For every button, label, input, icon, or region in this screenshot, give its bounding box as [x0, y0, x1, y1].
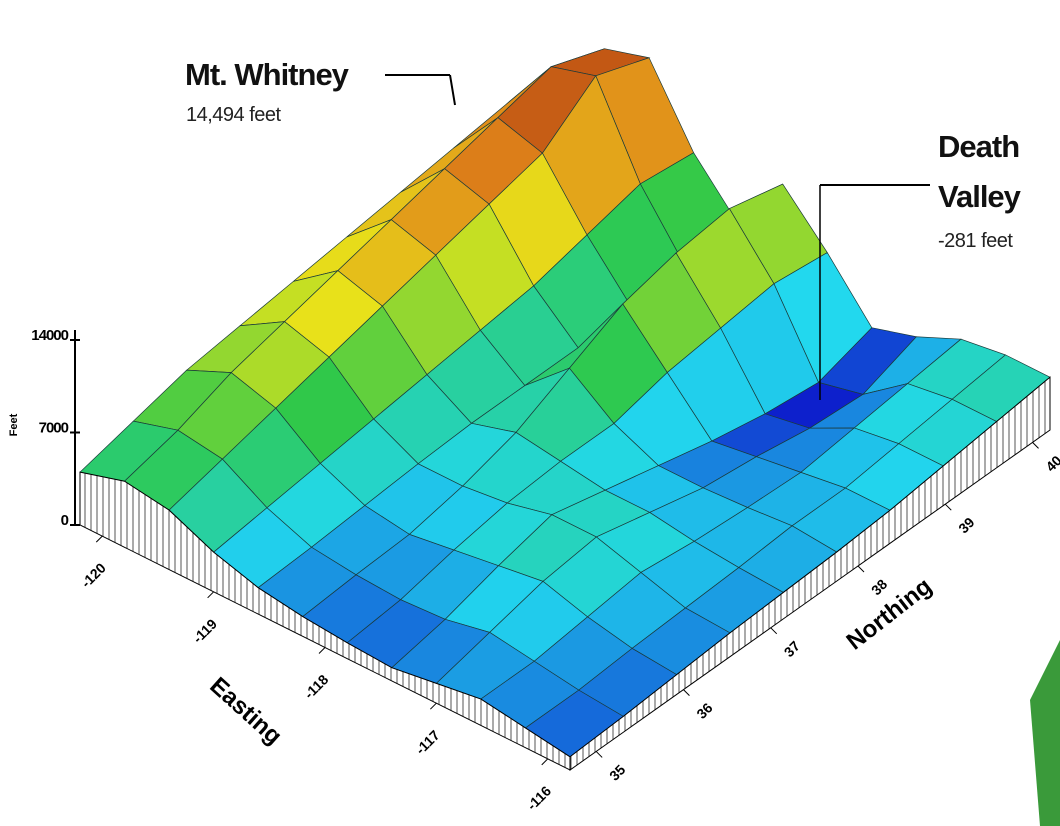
y-tick — [596, 751, 602, 757]
annotation-label: Mt. Whitney — [185, 50, 348, 100]
x-tick — [208, 592, 214, 598]
y-tick — [858, 566, 864, 572]
y-tick-label: 37 — [781, 638, 803, 660]
z-tick-label: 7000 — [39, 419, 69, 436]
y-tick-label: 39 — [955, 514, 977, 536]
y-tick — [683, 690, 689, 696]
decoration — [1030, 640, 1060, 826]
x-tick-label: -118 — [301, 671, 332, 702]
y-tick-label: 36 — [693, 699, 715, 721]
x-tick — [319, 648, 325, 654]
annotation-note: -281 feet — [938, 230, 1012, 253]
chart: Feet Easting Northing 0 7000 14000 -120 -119… — [0, 0, 1060, 826]
y-axis-label: Northing — [842, 573, 937, 656]
y-tick — [945, 504, 951, 510]
x-tick-label: -120 — [78, 560, 109, 591]
x-tick-label: -119 — [189, 615, 220, 646]
y-tick — [771, 628, 777, 634]
x-axis-label: Easting — [205, 672, 287, 750]
y-tick-label: 35 — [606, 761, 628, 783]
x-tick — [430, 703, 436, 709]
x-tick-label: -117 — [412, 727, 443, 758]
annotation-note: 14,494 feet — [186, 104, 281, 127]
page: Feet Easting Northing 0 7000 14000 -120 -119… — [0, 0, 1060, 826]
x-tick — [542, 759, 548, 765]
y-tick-label: 40 — [1042, 452, 1060, 474]
z-tick-label: 0 — [61, 512, 69, 529]
y-tick — [1033, 442, 1039, 448]
x-tick-label: -116 — [524, 783, 555, 814]
leader-line — [450, 75, 455, 105]
annotation-label: Death Valley — [938, 122, 1048, 222]
y-tick-label: 38 — [868, 576, 890, 598]
z-tick-label: 14000 — [31, 327, 68, 344]
z-axis-label: Feet — [8, 413, 20, 436]
x-tick — [96, 536, 102, 542]
